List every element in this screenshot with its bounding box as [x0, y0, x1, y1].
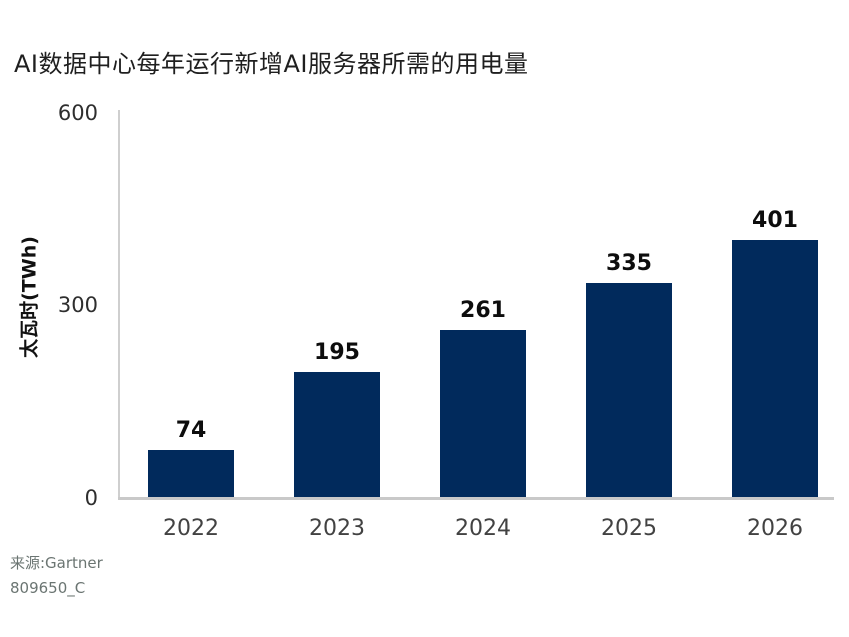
- y-axis-label: 太瓦时(TWh): [18, 236, 41, 358]
- bar-value-label: 335: [606, 251, 652, 276]
- x-label-2022: 2022: [163, 516, 219, 541]
- y-tick-300: 300: [57, 293, 98, 317]
- bar-value-label: 261: [460, 298, 506, 323]
- x-label-2024: 2024: [455, 516, 511, 541]
- bar-value-label: 195: [314, 340, 360, 365]
- document-id: 809650_C: [10, 579, 86, 597]
- bar-chart-plot-area: 74 195 261 335 401: [118, 113, 848, 497]
- x-axis-line: [118, 497, 834, 500]
- bar-column-2022: 74: [118, 113, 264, 497]
- bar-value-label: 74: [175, 418, 207, 443]
- x-label-2026: 2026: [747, 516, 803, 541]
- x-axis-labels: 2022 2023 2024 2025 2026: [118, 516, 848, 541]
- bar-2023: [294, 372, 380, 497]
- source-line: 来源:Gartner: [10, 554, 103, 572]
- x-label-2025: 2025: [601, 516, 657, 541]
- chart-title: AI数据中心每年运行新增AI服务器所需的用电量: [14, 50, 529, 78]
- y-tick-600: 600: [57, 101, 98, 125]
- bar-2026: [732, 240, 818, 497]
- bar-column-2023: 195: [264, 113, 410, 497]
- bar-column-2024: 261: [410, 113, 556, 497]
- y-axis-line: [118, 110, 120, 500]
- bar-2022: [148, 450, 234, 497]
- bar-column-2025: 335: [556, 113, 702, 497]
- x-label-2023: 2023: [309, 516, 365, 541]
- bar-2025: [586, 283, 672, 497]
- y-axis-ticks: 600 300 0: [40, 0, 98, 637]
- bar-2024: [440, 330, 526, 497]
- bar-column-2026: 401: [702, 113, 848, 497]
- y-tick-0: 0: [84, 486, 98, 510]
- source-block: 来源:Gartner 809650_C: [10, 551, 103, 601]
- bar-value-label: 401: [752, 208, 798, 233]
